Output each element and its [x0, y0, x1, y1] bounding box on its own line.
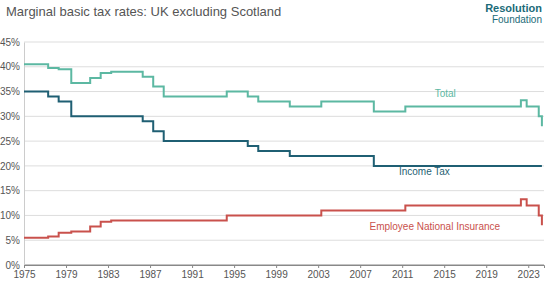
x-tick-label: 2003	[308, 269, 331, 280]
y-tick-label: 45%	[0, 37, 20, 48]
x-tick-mark	[486, 265, 487, 268]
title: Marginal basic tax rates: UK excluding S…	[6, 4, 281, 19]
x-tick-mark	[192, 265, 193, 268]
x-tick-mark	[444, 265, 445, 268]
y-tick-label: 40%	[0, 61, 20, 72]
logo-text: Foundation	[492, 14, 542, 25]
x-tick-label: 2019	[476, 269, 499, 280]
grid-line	[24, 141, 544, 142]
y-tick: 20%	[0, 161, 24, 172]
x-tick-mark	[66, 265, 67, 268]
y-axis-line	[24, 43, 25, 266]
y-tick-label: 15%	[0, 185, 20, 196]
y-tick: 45%	[0, 37, 24, 48]
y-tick-label: 5%	[6, 235, 21, 246]
x-tick: 2003	[308, 265, 331, 280]
grid-line	[24, 42, 544, 43]
x-tick-label: 2011	[392, 269, 414, 280]
logo-text: Resolution	[485, 2, 542, 14]
grid-line	[24, 66, 544, 67]
x-tick-mark	[108, 265, 109, 268]
x-tick-label: 1979	[55, 269, 78, 280]
series-label: Total	[435, 88, 456, 99]
x-axis-line	[25, 266, 545, 269]
series-label: Employee National Insurance	[369, 221, 500, 232]
x-tick-mark	[276, 265, 277, 268]
y-tick: 15%	[0, 185, 24, 196]
series-line	[24, 199, 542, 237]
x-tick-mark	[528, 265, 529, 268]
y-tick-label: 30%	[0, 111, 20, 122]
x-tick-label: 1975	[13, 269, 36, 280]
x-tick-label: 1991	[181, 269, 204, 280]
x-tick: 1999	[265, 265, 288, 280]
x-tick: 2007	[350, 265, 373, 280]
x-tick: 1991	[181, 265, 204, 280]
x-tick-label: 1983	[97, 269, 120, 280]
x-tick: 1975	[13, 265, 36, 280]
grid-line	[24, 91, 544, 92]
x-tick-label: 2015	[434, 269, 457, 280]
x-tick-label: 1999	[265, 269, 288, 280]
x-tick-mark	[150, 265, 151, 268]
x-tick-mark	[402, 265, 403, 268]
y-tick: 5%	[6, 235, 24, 246]
x-tick: 2015	[434, 265, 457, 280]
plot: 0%5%10%15%20%25%30%35%40%45%197519791983…	[0, 37, 545, 280]
y-tick: 35%	[0, 86, 24, 97]
series-line	[24, 92, 542, 166]
x-tick-mark	[234, 265, 235, 268]
x-tick-label: 2023	[518, 269, 541, 280]
x-tick-label: 2007	[350, 269, 373, 280]
x-axis: 1975 1979 1983 1987 1991 1995 1999 2003 2007 2011…	[13, 265, 544, 280]
x-tick-mark	[24, 265, 25, 268]
x-tick: 2011	[392, 265, 414, 280]
x-tick: 1979	[55, 265, 78, 280]
grid	[24, 42, 544, 265]
grid-line	[24, 190, 544, 191]
x-tick: 1987	[139, 265, 162, 280]
y-tick: 10%	[0, 210, 24, 221]
y-tick-label: 35%	[0, 86, 20, 97]
x-tick: 1995	[223, 265, 246, 280]
y-tick: 40%	[0, 61, 24, 72]
y-tick-label: 10%	[0, 210, 20, 221]
y-tick-label: 20%	[0, 161, 20, 172]
grid-line	[24, 240, 544, 241]
y-tick-label: 25%	[0, 136, 20, 147]
x-tick-mark	[360, 265, 361, 268]
x-tick: 1983	[97, 265, 120, 280]
x-tick: 2019	[476, 265, 499, 280]
x-tick-label: 1987	[139, 269, 162, 280]
series-label: Income Tax	[399, 166, 450, 177]
y-tick: 30%	[0, 111, 24, 122]
chart: Marginal basic tax rates: UK excluding S…	[0, 0, 550, 289]
x-tick: 2023	[518, 265, 541, 280]
y-tick: 25%	[0, 136, 24, 147]
x-tick-label: 1995	[223, 269, 246, 280]
x-tick-mark	[318, 265, 319, 268]
lines	[24, 64, 542, 237]
y-axis: 0%5%10%15%20%25%30%35%40%45%	[0, 37, 25, 271]
